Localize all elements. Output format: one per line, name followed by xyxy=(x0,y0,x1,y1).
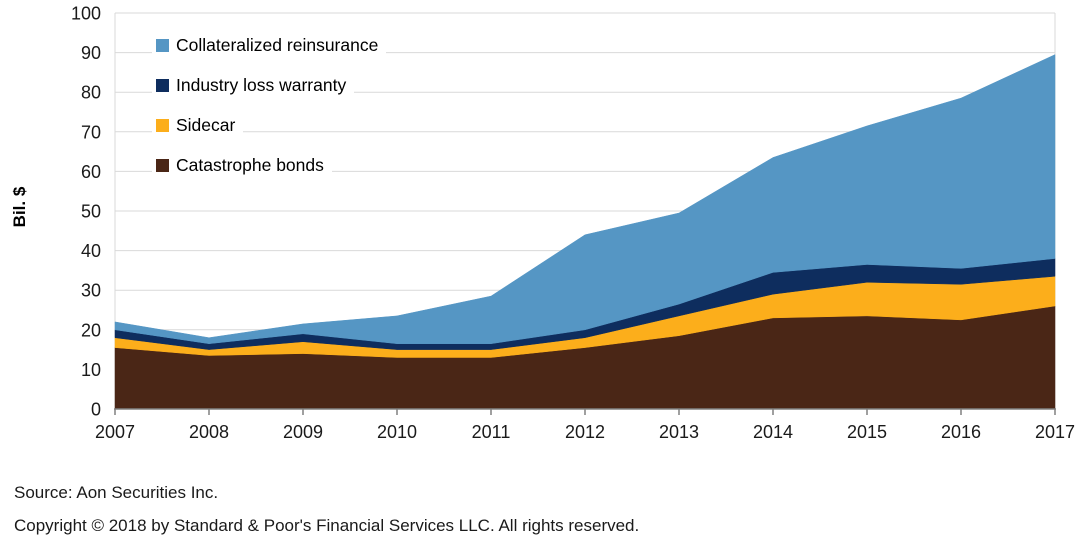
y-tick-label: 50 xyxy=(81,202,101,222)
chart-area: 0 10 20 30 40 50 60 70 80 90 100 2007 2008 2009 2010 20… xyxy=(10,4,1075,443)
x-tick-label: 2011 xyxy=(472,422,511,442)
chart-footer: Source: Aon Securities Inc. Copyright © … xyxy=(14,476,1083,542)
x-tick-label: 2008 xyxy=(189,422,229,442)
legend-label: Industry loss warranty xyxy=(176,75,347,95)
legend-label: Sidecar xyxy=(176,115,236,135)
source-note: Source: Aon Securities Inc. xyxy=(14,483,219,502)
y-tick-label: 90 xyxy=(81,43,101,63)
y-tick-label: 10 xyxy=(81,360,101,380)
legend-swatch-icon xyxy=(156,158,169,172)
y-tick-label: 60 xyxy=(81,162,101,182)
y-tick-label: 30 xyxy=(81,281,101,301)
x-tick-label: 2015 xyxy=(847,422,887,442)
legend-swatch-icon xyxy=(156,118,169,132)
x-tick-label: 2016 xyxy=(941,422,981,442)
legend-item-collateralized-reinsurance: Collateralized reinsurance xyxy=(152,32,387,58)
y-tick-label: 0 xyxy=(91,400,101,420)
y-tick-label: 40 xyxy=(81,241,101,261)
x-tick-label: 2010 xyxy=(377,422,417,442)
y-tick-label: 80 xyxy=(81,83,101,103)
x-tick-label: 2013 xyxy=(659,422,699,442)
legend-label: Collateralized reinsurance xyxy=(176,35,379,55)
legend-swatch-icon xyxy=(156,78,169,92)
legend-item-sidecar: Sidecar xyxy=(152,112,244,138)
y-tick-label: 100 xyxy=(71,4,101,24)
legend-item-industry-loss-warranty: Industry loss warranty xyxy=(152,72,355,98)
x-tick-label: 2012 xyxy=(565,422,605,442)
area-collateralized-reinsurance xyxy=(114,54,1056,344)
x-tick-label: 2009 xyxy=(283,422,323,442)
y-tick-label: 70 xyxy=(81,122,101,142)
y-tick-label: 20 xyxy=(81,320,101,340)
chart-legend: Collateralized reinsurance Industry loss … xyxy=(152,32,387,192)
legend-item-catastrophe-bonds: Catastrophe bonds xyxy=(152,152,332,178)
x-tick-label: 2017 xyxy=(1035,422,1075,442)
legend-label: Catastrophe bonds xyxy=(176,155,324,175)
copyright-note: Copyright © 2018 by Standard & Poor's Fi… xyxy=(14,516,640,535)
x-tick-label: 2007 xyxy=(95,422,135,442)
legend-swatch-icon xyxy=(156,38,169,52)
y-axis-title: Bil. $ xyxy=(10,186,29,228)
x-tick-label: 2014 xyxy=(753,422,793,442)
